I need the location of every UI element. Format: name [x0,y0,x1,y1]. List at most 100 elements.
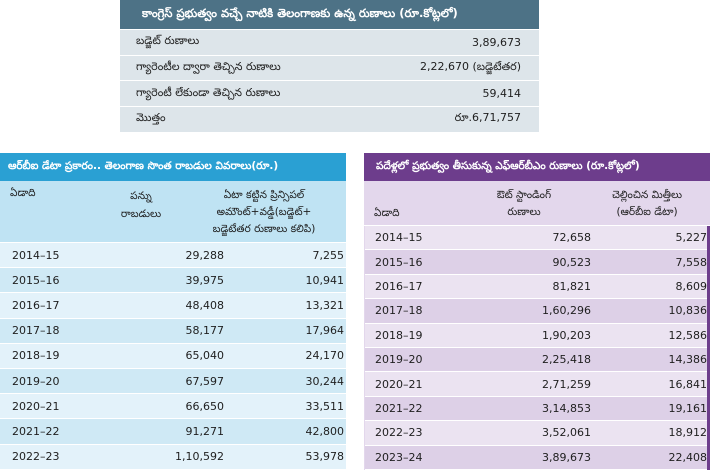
row-value: రూ.6,71,757 [454,111,521,125]
cell-tax: 1,10,592 [175,450,224,464]
cell-repay: 24,170 [305,349,345,363]
table-row: 2021–22 3,14,853 19,161 [365,396,708,422]
row-value: 2,22,670 (బడ్జెటేతర) [419,60,521,74]
cell-tax: 48,408 [185,298,225,312]
cell-outstanding: 1,60,296 [542,304,591,318]
table-row: 2017–18 58,177 17,964 [0,318,346,344]
cell-year: 2021–22 [375,401,423,415]
table-row: 2014–15 72,658 5,227 [365,226,708,251]
cell-interest: 5,227 [675,231,708,245]
cell-year: 2023–24 [375,450,423,464]
cell-interest: 19,161 [668,401,708,415]
cell-repay: 42,800 [305,424,345,438]
cell-year: 2018–19 [12,349,60,363]
cell-interest: 7,558 [675,255,708,269]
cell-repay: 53,978 [305,450,345,464]
table-row: 2015–16 39,975 10,941 [0,268,346,294]
header-line: రాబడులు [120,208,162,220]
cell-year: 2015–16 [12,273,60,287]
frbm-table-body: 2014–15 72,658 5,227 2015–16 90,523 7,558 2016… [364,226,710,470]
table-row: 2019–20 2,25,418 14,386 [365,347,707,373]
table-row: బడ్జెట్‌ రుణాలు 3,89,673 [120,29,539,55]
table-row: గ్యారెంటీల ద్వారా తెచ్చిన రుణాలు 2,22,67… [120,54,539,81]
row-value: 59,414 [482,87,522,101]
header-line: చెల్లించిన మిత్తీలు [611,189,683,201]
cell-outstanding: 2,25,418 [542,353,591,367]
table-row: 2023–24 3,89,673 22,408 [365,445,708,470]
header-interest-paid: చెల్లించిన మిత్తీలు (ఆర్‌బీఐ డేటా) [584,181,710,225]
cell-year: 2016–17 [375,279,423,293]
cell-year: 2020–21 [12,399,60,413]
table-row: మొత్తం రూ.6,71,757 [120,106,539,132]
cell-outstanding: 3,52,061 [542,426,591,440]
cell-year: 2014–15 [12,248,60,262]
rbi-table-header: ఏడాది పన్ను రాబడులు ఏటా కట్టిన ప్రిన్సిప… [0,181,346,243]
cell-tax: 29,288 [185,248,225,262]
cell-outstanding: 72,658 [552,231,592,245]
cell-tax: 67,597 [185,374,225,388]
header-line: అమౌంట్‌+వడ్డీ(బడ్జెట్‌+ [216,206,312,218]
cell-interest: 8,609 [675,279,708,293]
table-row: 2015–16 90,523 7,558 [365,250,708,275]
cell-year: 2019–20 [375,353,423,367]
cell-repay: 7,255 [312,248,345,262]
cell-repay: 33,511 [305,399,345,413]
rbi-revenue-table: ఆర్‌బీఐ డేటా ప్రకారం.. తెలంగాణ సొంత రాబడ… [0,153,346,470]
table-row: 2021–22 91,271 42,800 [0,419,346,445]
cell-repay: 13,321 [305,298,345,312]
frbm-loans-table: పదేళ్లలో ప్రభుత్వం తీసుకున్న ఎఫ్‌ఆర్‌బీఎ… [364,153,710,470]
cell-year: 2020–21 [375,377,423,391]
cell-year: 2021–22 [12,424,60,438]
cell-interest: 22,408 [668,450,708,464]
cell-year: 2014–15 [375,231,423,245]
debt-summary-title: కాంగ్రెస్‌ ప్రభుత్వం వచ్చే నాటికి తెలంగా… [120,0,539,29]
cell-repay: 30,244 [305,374,345,388]
header-line: ఏటా కట్టిన ప్రిన్సిపల్‌ [223,189,305,201]
cell-year: 2017–18 [375,304,423,318]
cell-year: 2018–19 [375,328,423,342]
row-label: గ్యారెంటీ లేకుండా తెచ్చిన రుణాలు [136,85,281,99]
header-year: ఏడాది [10,187,36,199]
cell-outstanding: 3,89,673 [542,450,591,464]
table-row: 2016–17 81,821 8,609 [365,274,708,300]
header-line: పన్ను [130,190,152,202]
cell-repay: 17,964 [305,324,345,338]
table-row: 2020–21 2,71,259 16,841 [365,372,707,397]
cell-year: 2022–23 [12,450,60,464]
row-label: గ్యారెంటీల ద్వారా తెచ్చిన రుణాలు [136,60,281,74]
cell-year: 2019–20 [12,374,60,388]
cell-year: 2016–17 [12,298,60,312]
table-row: 2019–20 67,597 30,244 [0,368,346,395]
table-row: 2014–15 29,288 7,255 [0,243,346,269]
cell-repay: 10,941 [305,273,345,287]
header-year: ఏడాది [374,207,400,219]
table-row: 2022–23 3,52,061 18,912 [365,421,708,446]
cell-outstanding: 1,90,203 [542,328,591,342]
cell-outstanding: 90,523 [552,255,592,269]
table-row: 2020–21 66,650 33,511 [0,394,346,420]
header-line: రుణాలు [507,206,541,218]
table-row: 2017–18 1,60,296 10,836 [365,299,707,324]
cell-tax: 66,650 [185,399,225,413]
frbm-table-header: ఏడాది ఔట్‌ స్టాండింగ్‌ రుణాలు చెల్లించిన… [364,181,710,226]
table-row: గ్యారెంటీ లేకుండా తెచ్చిన రుణాలు 59,414 [120,80,539,107]
cell-tax: 65,040 [185,349,225,363]
cell-tax: 91,271 [185,424,225,438]
row-value: 3,89,673 [472,35,521,49]
header-line: ఔట్‌ స్టాండింగ్‌ [496,189,552,201]
rbi-table-title: ఆర్‌బీఐ డేటా ప్రకారం.. తెలంగాణ సొంత రాబడ… [0,153,346,181]
cell-interest: 12,586 [668,328,708,342]
header-tax-revenue: పన్ను రాబడులు [100,181,182,242]
header-repayment: ఏటా కట్టిన ప్రిన్సిపల్‌ అమౌంట్‌+వడ్డీ(బడ… [182,181,346,242]
table-row: 2018–19 1,90,203 12,586 [365,323,708,348]
cell-year: 2017–18 [12,324,60,338]
cell-outstanding: 2,71,259 [542,377,591,391]
table-row: 2022–23 1,10,592 53,978 [0,444,346,470]
rbi-table-body: 2014–15 29,288 7,255 2015–16 39,975 10,941 201… [0,243,346,470]
cell-outstanding: 3,14,853 [542,401,591,415]
cell-interest: 18,912 [668,426,708,440]
table-row: 2016–17 48,408 13,321 [0,293,346,319]
debt-summary-table: కాంగ్రెస్‌ ప్రభుత్వం వచ్చే నాటికి తెలంగా… [120,0,539,132]
header-line: (ఆర్‌బీఐ డేటా) [616,206,678,218]
cell-year: 2022–23 [375,426,423,440]
